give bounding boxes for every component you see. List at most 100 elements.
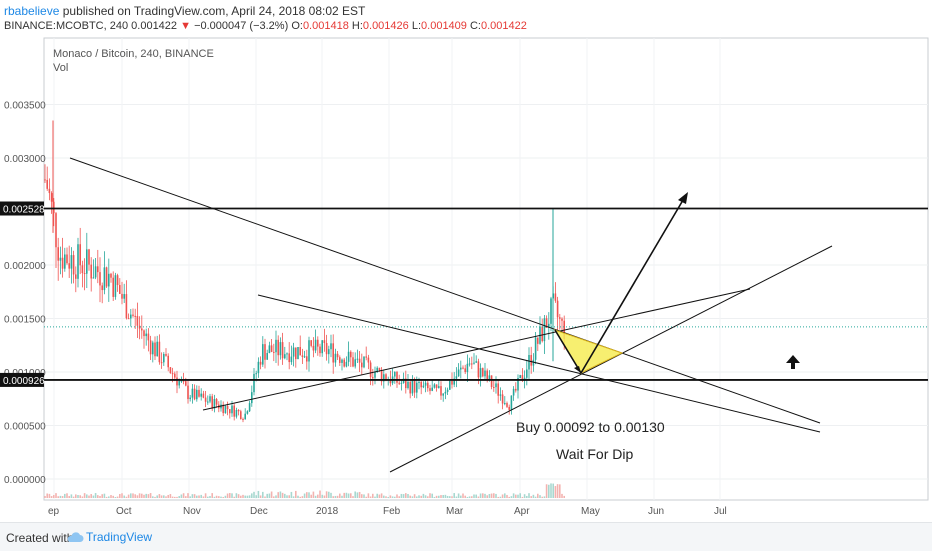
candle-body [90, 264, 92, 279]
candle-body [152, 342, 154, 355]
candle-body [330, 343, 332, 350]
candle-body [550, 298, 552, 324]
volume-bar [532, 494, 535, 498]
candle-body [383, 374, 385, 382]
volume-bar [341, 495, 343, 498]
volume-bar [61, 496, 64, 498]
horizontal-levels: 0.002528 0.000926 [0, 201, 928, 387]
volume-bar [209, 496, 211, 498]
candle-body [88, 249, 90, 265]
volume-bar [380, 493, 383, 498]
volume-bar [237, 494, 240, 498]
candle-body [198, 389, 200, 397]
tradingview-brand-link[interactable]: TradingView [86, 530, 153, 544]
grid [44, 38, 928, 500]
volume-bar [147, 494, 150, 498]
candle-body [475, 361, 477, 363]
volume-bar [508, 496, 510, 498]
volume-bar [77, 495, 79, 498]
volume-bar [383, 495, 385, 498]
candle-body [473, 362, 475, 364]
volume-bar [350, 493, 352, 498]
candle-body [237, 409, 240, 412]
x-tick-label: Apr [514, 506, 530, 517]
candle-body [532, 359, 535, 366]
volume-bar [486, 495, 488, 498]
candle-body [554, 293, 557, 301]
trendline-upper-descending [69, 157, 821, 424]
candle-body [343, 359, 345, 367]
volume-bar [97, 495, 99, 498]
candle-body [336, 353, 339, 358]
arrowhead-up [678, 192, 688, 204]
candle-body [495, 383, 497, 388]
price-chart[interactable]: 0.0035000.0030000.0020000.0015000.001000… [0, 0, 932, 522]
candle-body [367, 357, 370, 363]
candle-body [156, 341, 158, 357]
volume-bar [119, 493, 121, 498]
x-tick-label: Feb [383, 506, 401, 517]
volume-bar [281, 492, 284, 498]
candle-body [341, 359, 343, 363]
volume-bar [343, 492, 345, 498]
candle-body [262, 344, 264, 365]
volume-bar [273, 496, 275, 498]
volume-bar [103, 493, 106, 498]
y-tick-label: 0.001500 [4, 315, 46, 326]
x-tick-label: 2018 [316, 506, 339, 517]
candle-body [407, 381, 409, 389]
candle-body [165, 354, 167, 356]
volume-bar [116, 496, 119, 498]
volume-bar [229, 493, 231, 498]
candle-body [288, 353, 290, 363]
volume-bar [176, 496, 178, 498]
created-with-text: Created with [6, 531, 74, 545]
candle-body [301, 355, 304, 357]
volume-bar [347, 493, 350, 498]
volume-bar [257, 490, 260, 498]
candle-body [215, 399, 218, 405]
volume-bar [519, 493, 521, 498]
volume-bar [372, 493, 374, 498]
annotation-wait-dip: Wait For Dip [556, 446, 633, 462]
volume-bar [303, 493, 306, 498]
candle-body [145, 333, 147, 337]
x-tick-label: Mar [446, 506, 464, 517]
volume-bar [482, 493, 484, 498]
volume-bar [455, 496, 458, 498]
candles [44, 120, 565, 423]
candle-body [356, 358, 359, 360]
volume-bar [79, 495, 81, 498]
candle-body [319, 346, 321, 354]
volume-bar [275, 495, 277, 498]
volume-bar [534, 496, 537, 498]
volume-bar [105, 496, 108, 498]
volume-bar [156, 495, 158, 498]
volume-bar [323, 495, 326, 498]
candle-body [321, 340, 323, 354]
candle-body [369, 362, 372, 378]
candle-body [204, 397, 207, 402]
candle-body [143, 330, 145, 337]
candle-body [163, 354, 165, 363]
volume-bar [306, 492, 308, 498]
volume-bar [561, 493, 563, 498]
volume-bar [64, 493, 66, 498]
volume-bar [121, 493, 123, 498]
candle-body [123, 294, 125, 299]
volume-bar [90, 494, 92, 498]
candle-body [372, 377, 374, 379]
cloud-logo-icon [67, 532, 84, 542]
candle-body [160, 362, 163, 364]
volume-bar [50, 496, 53, 498]
volume-bar [108, 496, 110, 498]
volume-bar [167, 494, 169, 498]
volume-bar [244, 495, 246, 498]
author-link[interactable]: rbabelieve [4, 4, 60, 18]
candle-body [229, 409, 231, 414]
volume-bar [499, 496, 502, 498]
candle-body [132, 314, 134, 316]
volume-bar [330, 492, 332, 498]
y-tick-label: 0.003000 [4, 154, 46, 165]
candle-body [50, 193, 53, 202]
